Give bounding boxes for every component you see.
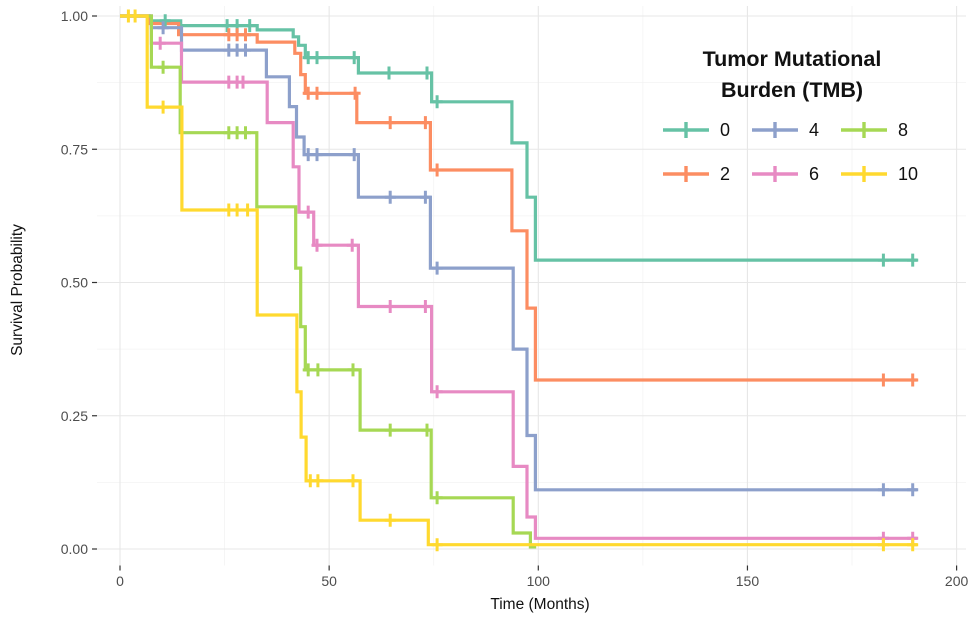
survival-curve-tmb-0 [120,14,918,262]
legend-entry-tmb-10: 10 [841,162,930,186]
y-tick-label: 1.00 [61,8,88,24]
survival-curves [120,14,918,549]
legend-label: 4 [809,119,820,140]
legend-row-2: 2 6 10 [637,162,947,186]
legend-entry-tmb-0: 0 [663,118,752,142]
legend-title-line1: Tumor Mutational [702,47,882,71]
survival-curve-tmb-10 [120,14,918,547]
legend-entry-tmb-2: 2 [663,162,752,186]
legend-label: 0 [720,119,731,140]
censor-marks-tmb-0 [159,14,919,267]
legend-label: 6 [809,163,820,184]
gridlines-major [97,6,966,566]
censor-marks [122,9,919,552]
y-axis-title: Survival Probability [9,224,26,356]
censor-marks-tmb-8 [157,60,443,505]
x-tick-label: 100 [527,573,551,589]
x-tick-label: 0 [116,573,124,589]
y-tick-label: 0.00 [61,541,88,557]
legend-entry-tmb-6: 6 [752,162,841,186]
legend-key-line-icon [663,166,709,182]
survival-curve-tmb-8 [120,14,537,549]
y-tick-label: 0.50 [61,275,88,291]
legend-row-1: 0 4 8 [637,118,947,142]
axis-ticks [92,15,958,571]
legend-key-line-icon [752,122,798,138]
legend-key-line-icon [752,166,798,182]
censor-marks-tmb-2 [223,28,919,387]
legend-key-line-icon [841,122,887,138]
censor-marks-tmb-10 [122,9,919,552]
legend-title: Tumor Mutational Burden (TMB) [637,44,947,106]
y-tick-label: 0.25 [61,408,88,424]
legend-title-line2: Burden (TMB) [720,78,864,102]
legend-label: 2 [720,163,731,184]
survival-curve-tmb-2 [120,14,918,382]
legend-key-line-icon [841,166,887,182]
legend-label: 10 [898,163,919,184]
legend: Tumor Mutational Burden (TMB) 0 4 8 2 6 10 [637,44,947,186]
gridlines-minor [97,6,966,566]
censor-marks-tmb-4 [157,21,919,497]
legend-key-line-icon [663,122,709,138]
x-tick-label: 200 [945,573,969,589]
legend-entry-tmb-4: 4 [752,118,841,142]
x-tick-label: 150 [736,573,760,589]
x-tick-label: 50 [321,573,337,589]
x-axis-title: Time (Months) [490,596,590,613]
legend-entry-tmb-8: 8 [841,118,930,142]
legend-label: 8 [898,119,909,140]
y-tick-label: 0.75 [61,141,88,157]
